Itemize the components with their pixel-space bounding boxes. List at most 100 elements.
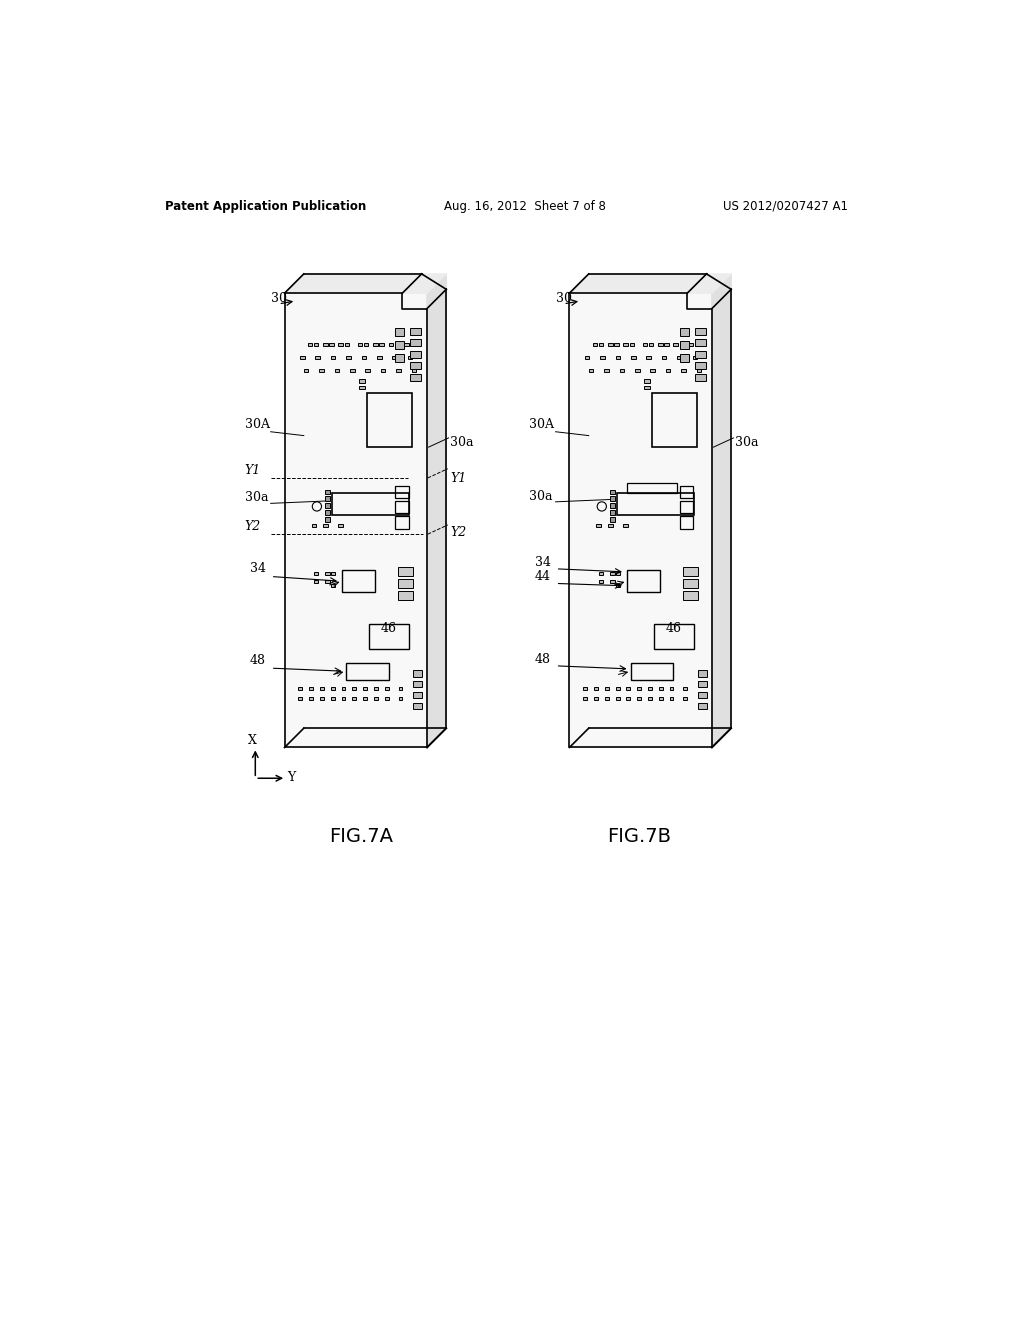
Bar [392, 356, 397, 359]
Bar [412, 368, 416, 372]
Bar [366, 368, 370, 372]
Bar [695, 351, 706, 358]
Bar [388, 343, 393, 346]
Bar [331, 356, 336, 359]
Bar [683, 591, 698, 601]
Bar [615, 688, 620, 690]
Bar [627, 688, 631, 690]
Bar [325, 490, 330, 494]
Text: 44: 44 [535, 570, 551, 583]
Bar [408, 356, 413, 359]
Text: 34: 34 [250, 562, 266, 576]
Bar [381, 368, 385, 372]
Bar [627, 697, 631, 700]
Text: US 2012/0207427 A1: US 2012/0207427 A1 [723, 199, 848, 213]
Text: Y: Y [288, 771, 296, 784]
Bar [335, 368, 339, 372]
Bar [589, 368, 593, 372]
Bar [689, 343, 693, 346]
Bar [364, 688, 367, 690]
Bar [680, 343, 684, 346]
Bar [397, 566, 413, 576]
Bar [615, 572, 621, 576]
Bar [628, 570, 659, 591]
Bar [609, 517, 614, 521]
Bar [614, 343, 618, 346]
Text: 46: 46 [381, 622, 397, 635]
Bar [596, 524, 601, 527]
Bar [680, 502, 693, 513]
Bar [593, 343, 597, 346]
Bar [617, 494, 694, 515]
Bar [307, 343, 312, 346]
Bar [677, 356, 682, 359]
Bar [674, 343, 678, 346]
Bar [359, 379, 365, 383]
Bar [333, 494, 410, 515]
Bar [585, 356, 590, 359]
Bar [698, 702, 708, 709]
Bar [374, 688, 378, 690]
Bar [692, 356, 697, 359]
Bar [394, 502, 409, 513]
Bar [637, 697, 641, 700]
Text: Y1: Y1 [245, 465, 261, 477]
Bar [680, 486, 693, 498]
Bar [410, 339, 421, 346]
Bar [648, 697, 652, 700]
Bar [662, 356, 667, 359]
Bar [609, 503, 614, 508]
Bar [331, 688, 335, 690]
Bar [304, 368, 308, 372]
Bar [615, 585, 621, 587]
Bar [599, 579, 603, 582]
Bar [680, 516, 693, 529]
Bar [352, 688, 356, 690]
Text: 48: 48 [535, 653, 551, 665]
Bar [313, 343, 318, 346]
Bar [367, 393, 412, 447]
Bar [599, 572, 603, 576]
Bar [609, 496, 614, 502]
Bar [670, 688, 674, 690]
Bar [323, 524, 328, 527]
Text: 30a: 30a [245, 491, 268, 504]
Bar [396, 368, 400, 372]
Bar [681, 368, 686, 372]
Bar [696, 368, 701, 372]
Text: Y2: Y2 [245, 520, 261, 533]
Bar [615, 697, 620, 700]
Bar [410, 374, 421, 381]
Bar [695, 343, 699, 346]
Bar [698, 671, 708, 677]
Bar [604, 368, 608, 372]
Bar [319, 368, 324, 372]
Bar [670, 697, 674, 700]
Bar [398, 697, 402, 700]
Bar [300, 356, 304, 359]
Bar [313, 572, 318, 576]
Bar [413, 702, 422, 709]
Text: 30a: 30a [529, 490, 553, 503]
Text: Y1: Y1 [451, 471, 466, 484]
Bar [394, 354, 403, 362]
Bar [635, 368, 640, 372]
Polygon shape [285, 275, 446, 293]
Bar [394, 341, 403, 348]
Bar [410, 343, 415, 346]
Bar [364, 697, 367, 700]
Bar [311, 524, 316, 527]
Bar [628, 483, 677, 492]
Bar [631, 663, 674, 680]
Polygon shape [285, 293, 427, 747]
Bar [644, 385, 649, 389]
Bar [413, 671, 422, 677]
Bar [631, 356, 636, 359]
Bar [350, 368, 354, 372]
Bar [665, 343, 669, 346]
Text: 30a: 30a [735, 436, 759, 449]
Bar [394, 516, 409, 529]
Bar [403, 343, 409, 346]
Polygon shape [712, 275, 731, 747]
Bar [683, 697, 687, 700]
